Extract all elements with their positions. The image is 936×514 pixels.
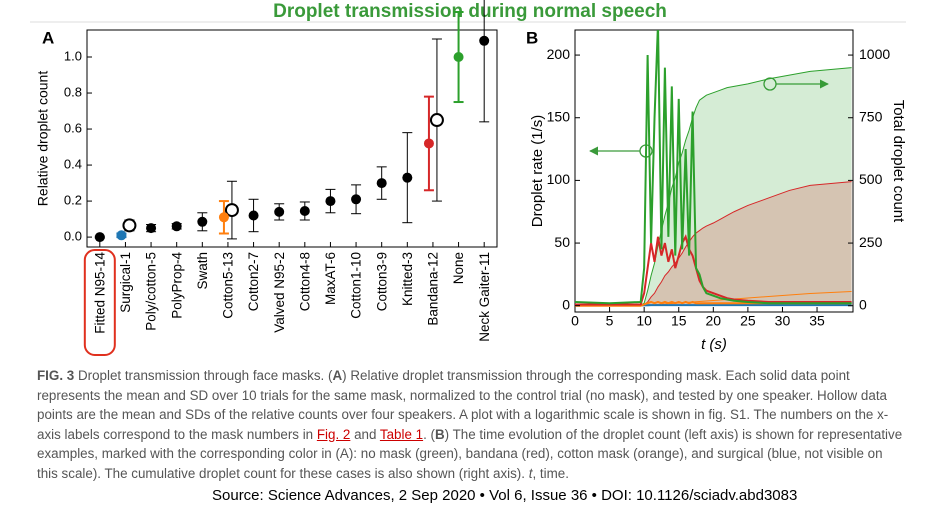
x-tick-label: Swath bbox=[195, 252, 210, 290]
hollow-point bbox=[429, 113, 444, 128]
point bbox=[274, 206, 285, 217]
point bbox=[171, 221, 182, 232]
x-tick-label: 10 bbox=[636, 313, 652, 329]
caption-text: . ( bbox=[423, 426, 435, 442]
y-tick-label: 1.0 bbox=[64, 48, 82, 63]
x-tick-label: Neck Gaiter-11 bbox=[477, 252, 492, 342]
hollow-point bbox=[224, 203, 239, 218]
x-tick-label: Cotton3-9 bbox=[374, 252, 389, 311]
x-tick-label: 0 bbox=[571, 313, 579, 329]
y-tick-label: 0 bbox=[562, 296, 570, 312]
caption-text: B bbox=[435, 426, 445, 442]
caption-text: , time. bbox=[532, 465, 569, 481]
x-tick-label: None bbox=[451, 252, 466, 284]
point bbox=[146, 223, 157, 234]
panel-label: A bbox=[42, 28, 54, 47]
plot-frame bbox=[86, 29, 498, 248]
point bbox=[402, 172, 413, 183]
caption-link[interactable]: Fig. 2 bbox=[316, 426, 351, 442]
point bbox=[325, 196, 336, 207]
highlight bbox=[83, 249, 116, 356]
y2-tick-label: 1000 bbox=[859, 46, 890, 62]
caption-text: ) The time evolution of the droplet coun… bbox=[37, 426, 903, 481]
point bbox=[453, 52, 464, 63]
plot-area bbox=[575, 30, 852, 307]
annotation-right bbox=[763, 77, 829, 91]
y2-axis-label: Total droplet count bbox=[890, 100, 907, 223]
panel-label: B bbox=[526, 28, 538, 47]
x-tick-label: Valved N95-2 bbox=[272, 252, 287, 333]
x-tick-label: 15 bbox=[671, 313, 687, 329]
y-tick-label: 0.2 bbox=[64, 193, 82, 208]
point bbox=[351, 194, 362, 205]
point bbox=[299, 205, 310, 216]
x-tick-label: Cotton4-8 bbox=[297, 252, 312, 311]
y2-tick-label: 0 bbox=[859, 296, 867, 312]
y-tick-label: 50 bbox=[554, 234, 570, 250]
y2-tick-label: 500 bbox=[859, 171, 883, 187]
y-tick-label: 0.4 bbox=[64, 156, 82, 171]
y-tick-label: 0.0 bbox=[64, 229, 82, 244]
figure-title: Droplet transmission during normal speec… bbox=[273, 1, 667, 22]
caption-text: A bbox=[332, 368, 343, 383]
point bbox=[197, 216, 208, 227]
caption-text: Droplet transmission through face masks.… bbox=[74, 368, 333, 383]
x-tick-label: 5 bbox=[606, 313, 614, 329]
point bbox=[218, 212, 229, 223]
x-tick-label: 35 bbox=[809, 313, 825, 329]
point bbox=[479, 35, 490, 46]
cumulative-area bbox=[575, 67, 852, 306]
y-axis-label: Relative droplet count bbox=[35, 71, 51, 207]
source: Source: Science Advances, 2 Sep 2020 • V… bbox=[212, 487, 798, 504]
hollow-point bbox=[122, 218, 137, 233]
point bbox=[116, 230, 127, 241]
y-tick-label: 0.8 bbox=[64, 84, 82, 99]
y-tick-label: 200 bbox=[547, 46, 571, 62]
x-tick-label: 30 bbox=[775, 313, 791, 329]
cumulative-area bbox=[575, 181, 852, 306]
cumulative-line bbox=[575, 181, 852, 307]
x-tick-label: Surgical-1 bbox=[118, 252, 133, 313]
x-axis-label: t (s) bbox=[701, 336, 727, 353]
point bbox=[248, 210, 259, 221]
y-tick-label: 0.6 bbox=[64, 120, 82, 135]
caption-label: FIG. 3 bbox=[37, 368, 75, 383]
point bbox=[423, 138, 434, 149]
x-tick-label: Cotton5-13 bbox=[221, 252, 236, 319]
y-tick-label: 150 bbox=[547, 108, 571, 124]
caption: FIG. 3 Droplet transmission through face… bbox=[37, 366, 907, 483]
cumulative-line bbox=[575, 67, 852, 307]
caption-text: t bbox=[528, 465, 533, 481]
x-tick-label: MaxAT-6 bbox=[323, 252, 338, 305]
annotation-left bbox=[589, 144, 653, 158]
point bbox=[376, 178, 387, 189]
x-tick-label: Fitted N95-14 bbox=[92, 252, 107, 334]
x-tick-label: Bandana-12 bbox=[426, 252, 441, 326]
x-tick-label: PolyProp-4 bbox=[169, 252, 184, 319]
figure: Droplet transmission during normal speec… bbox=[30, 0, 907, 356]
rate-line bbox=[575, 300, 852, 307]
y-axis-label: Droplet rate (1/s) bbox=[529, 115, 546, 228]
x-tick-label: Knitted-3 bbox=[400, 252, 415, 306]
x-tick-label: 20 bbox=[706, 313, 722, 329]
x-tick-label: Cotton2-7 bbox=[246, 252, 261, 311]
y-tick-label: 100 bbox=[547, 171, 571, 187]
rate-line bbox=[575, 30, 852, 305]
x-tick-label: 25 bbox=[740, 313, 756, 329]
caption-link[interactable]: Table 1 bbox=[379, 426, 424, 442]
caption-text: ) Relative droplet transmission through … bbox=[37, 368, 889, 442]
point bbox=[94, 232, 105, 243]
caption-text: and bbox=[350, 426, 380, 442]
plot-frame bbox=[574, 29, 854, 313]
y2-tick-label: 250 bbox=[859, 234, 883, 250]
x-tick-label: Poly/cotton-5 bbox=[144, 252, 159, 331]
x-tick-label: Cotton1-10 bbox=[349, 252, 364, 319]
y2-tick-label: 750 bbox=[859, 108, 883, 124]
